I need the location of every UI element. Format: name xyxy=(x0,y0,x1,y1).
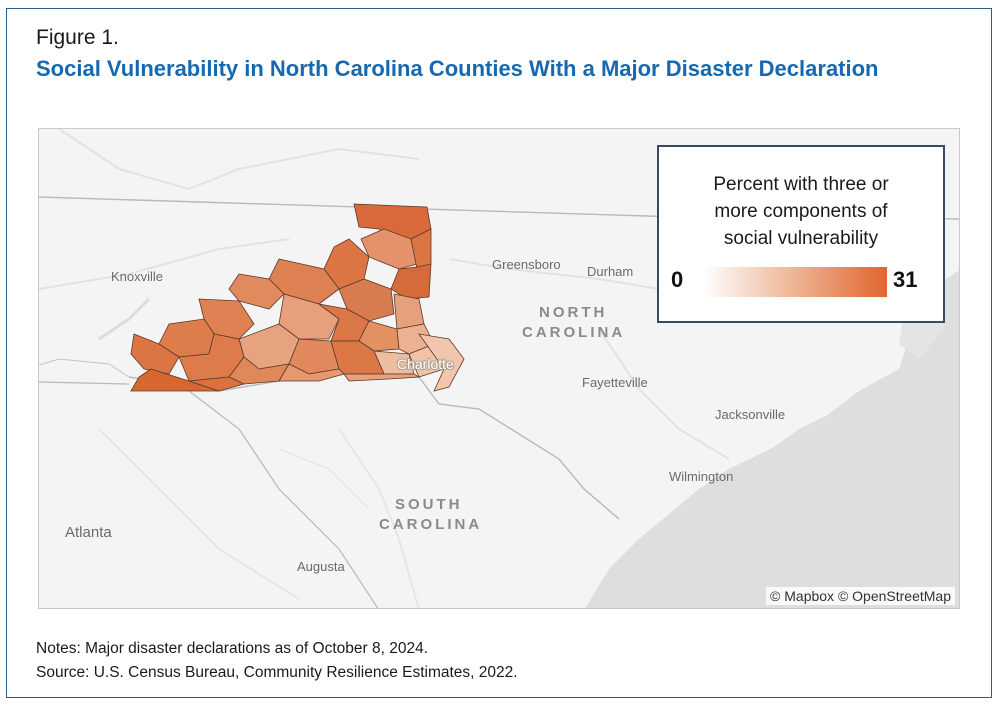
county[interactable] xyxy=(130,333,180,375)
county[interactable] xyxy=(343,373,421,382)
city-label-fayetteville: Fayetteville xyxy=(582,375,648,390)
legend: Percent with three or more components of… xyxy=(657,145,945,323)
road xyxy=(338,428,420,608)
county[interactable] xyxy=(418,333,465,392)
city-label-knoxville: Knoxville xyxy=(111,269,163,284)
river xyxy=(278,448,370,510)
city-label-augusta: Augusta xyxy=(297,559,345,574)
legend-title: Percent with three or more components of… xyxy=(659,171,943,252)
ga-sc-border xyxy=(188,390,379,608)
city-label-greensboro: Greensboro xyxy=(492,257,561,272)
source-line: Source: U.S. Census Bureau, Community Re… xyxy=(36,664,518,681)
legend-color-ramp xyxy=(703,267,887,297)
city-label-charlotte: Charlotte xyxy=(397,356,454,372)
figure-label: Figure 1. xyxy=(36,26,119,49)
ocean xyxy=(585,270,959,608)
tn-ga-border xyxy=(39,381,130,385)
legend-title-line: more components of xyxy=(714,201,888,222)
city-label-jacksonville: Jacksonville xyxy=(715,407,785,422)
road xyxy=(598,328,730,460)
county[interactable] xyxy=(278,363,345,382)
county-layer xyxy=(130,203,465,392)
legend-title-line: Percent with three or xyxy=(713,174,889,195)
figure-title: Social Vulnerability in North Carolina C… xyxy=(36,56,879,81)
legend-max-value: 31 xyxy=(893,267,918,292)
city-label-wilmington: Wilmington xyxy=(669,469,733,484)
notes-line: Notes: Major disaster declarations as of… xyxy=(36,640,429,657)
state-label-nc-line2: CAROLINA xyxy=(522,324,625,341)
state-label-nc-line1: NORTH xyxy=(539,304,607,321)
county[interactable] xyxy=(358,320,400,352)
road xyxy=(39,238,290,290)
legend-title-line: social vulnerability xyxy=(723,228,879,249)
city-label-atlanta: Atlanta xyxy=(65,524,112,541)
road xyxy=(58,129,420,191)
figure-notes: Notes: Major disaster declarations as of… xyxy=(36,637,518,685)
state-label-sc-line2: CAROLINA xyxy=(379,516,482,533)
county[interactable] xyxy=(228,273,285,310)
river xyxy=(98,297,151,341)
state-label-sc-line1: SOUTH xyxy=(395,496,463,513)
map-attribution[interactable]: © Mapbox © OpenStreetMap xyxy=(766,587,955,605)
nc-sc-border xyxy=(128,370,620,520)
legend-min-value: 0 xyxy=(671,267,684,292)
road xyxy=(98,428,300,600)
tn-nc-border-west xyxy=(39,358,130,378)
county[interactable] xyxy=(188,376,246,392)
city-label-durham: Durham xyxy=(587,264,633,279)
